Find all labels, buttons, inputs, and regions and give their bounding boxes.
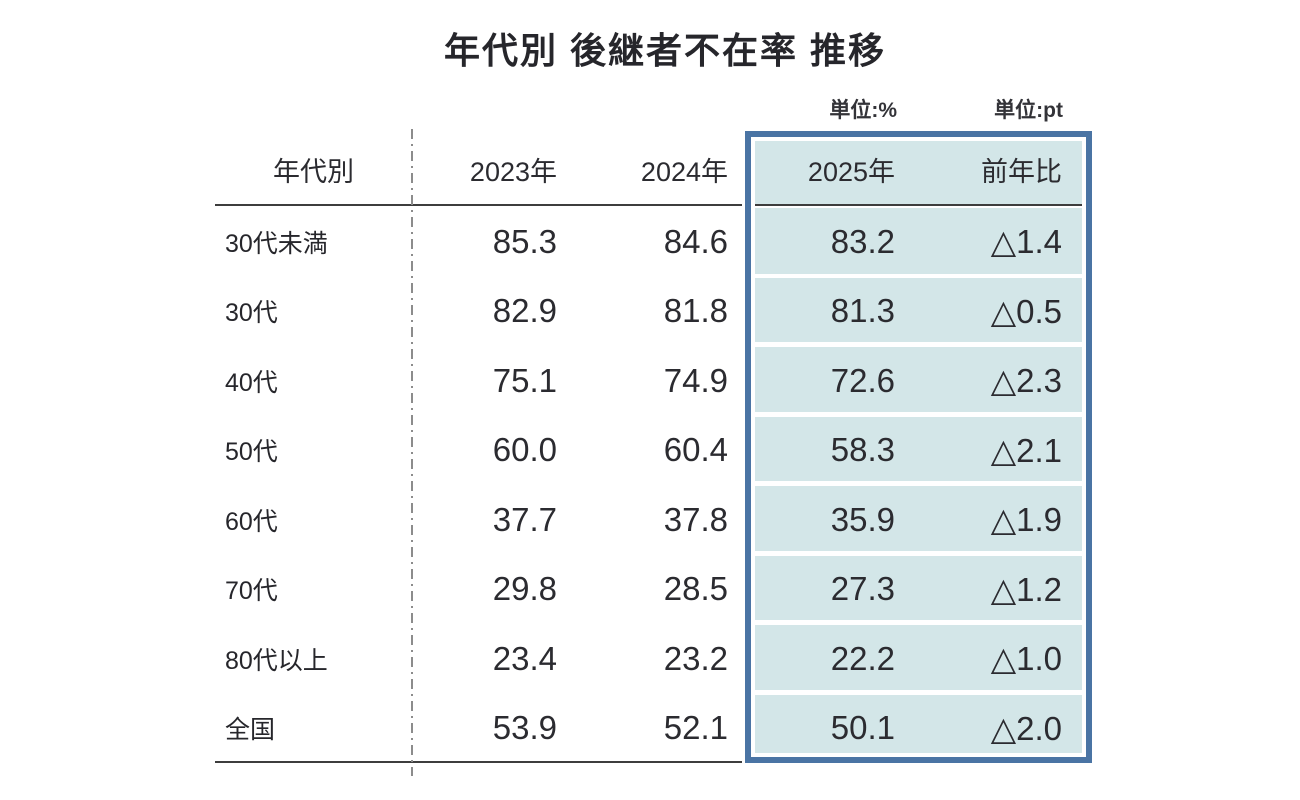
cell-yoy: △2.0 bbox=[990, 709, 1062, 747]
highlight-cell-strip bbox=[755, 417, 1082, 481]
cell-age-label: 60代 bbox=[225, 507, 278, 536]
cell-2024: 81.8 bbox=[663, 292, 728, 330]
cell-age-label: 70代 bbox=[225, 577, 278, 606]
page-title: 年代別 後継者不在率 推移 bbox=[443, 30, 886, 71]
highlight-cell-strip bbox=[755, 695, 1082, 753]
cell-2025: 72.6 bbox=[830, 361, 895, 399]
cell-2024: 23.2 bbox=[663, 639, 728, 677]
header-rule bbox=[755, 204, 1082, 206]
cell-yoy: △2.3 bbox=[990, 362, 1062, 400]
header-2024: 2024年 bbox=[640, 156, 728, 187]
cell-yoy: △1.9 bbox=[990, 501, 1062, 539]
highlight-cell-strip bbox=[755, 556, 1082, 620]
column-divider-dashed bbox=[411, 129, 413, 776]
header-rule bbox=[215, 204, 742, 206]
cell-2024: 52.1 bbox=[663, 709, 728, 747]
table-grid: 年代別 2023年 2024年 2025年 前年比 30代未満 85.3 84.… bbox=[215, 131, 1092, 763]
cell-age-label: 80代以上 bbox=[225, 646, 328, 675]
highlight-cell-strip bbox=[755, 208, 1082, 274]
cell-age-label: 30代 bbox=[225, 299, 278, 328]
cell-yoy: △1.4 bbox=[990, 223, 1062, 261]
highlight-cell-strip bbox=[755, 486, 1082, 551]
cell-age-label: 30代未満 bbox=[225, 229, 328, 258]
cell-2025: 50.1 bbox=[830, 709, 895, 747]
cell-2023: 85.3 bbox=[492, 222, 557, 260]
cell-2024: 28.5 bbox=[663, 570, 728, 608]
highlight-cell-strip bbox=[755, 278, 1082, 342]
cell-age-label: 50代 bbox=[225, 438, 278, 467]
header-2023: 2023年 bbox=[469, 156, 557, 187]
highlight-cell-strip bbox=[755, 141, 1082, 204]
cell-yoy: △1.2 bbox=[990, 570, 1062, 608]
cell-yoy: △1.0 bbox=[990, 640, 1062, 678]
header-yoy: 前年比 bbox=[981, 156, 1062, 187]
cell-2023: 82.9 bbox=[492, 292, 557, 330]
cell-2025: 58.3 bbox=[830, 431, 895, 469]
unit-label-percent: 単位:% bbox=[829, 99, 897, 122]
cell-2024: 60.4 bbox=[663, 431, 728, 469]
highlight-cell-strip bbox=[755, 347, 1082, 412]
cell-2023: 37.7 bbox=[492, 500, 557, 538]
unit-label-point: 単位:pt bbox=[994, 99, 1063, 122]
cell-age-label: 全国 bbox=[225, 716, 276, 745]
bottom-rule bbox=[215, 761, 742, 763]
cell-2023: 23.4 bbox=[492, 639, 557, 677]
cell-2025: 81.3 bbox=[830, 292, 895, 330]
cell-2024: 74.9 bbox=[663, 361, 728, 399]
cell-2025: 83.2 bbox=[830, 222, 895, 260]
cell-2025: 22.2 bbox=[830, 639, 895, 677]
cell-2024: 37.8 bbox=[663, 500, 728, 538]
cell-2023: 29.8 bbox=[492, 570, 557, 608]
cell-2025: 35.9 bbox=[830, 500, 895, 538]
cell-2025: 27.3 bbox=[830, 570, 895, 608]
cell-2024: 84.6 bbox=[663, 222, 728, 260]
cell-yoy: △0.5 bbox=[990, 292, 1062, 330]
header-2025: 2025年 bbox=[807, 156, 895, 187]
cell-age-label: 40代 bbox=[225, 368, 278, 397]
cell-2023: 53.9 bbox=[492, 709, 557, 747]
cell-yoy: △2.1 bbox=[990, 431, 1062, 469]
cell-2023: 60.0 bbox=[492, 431, 557, 469]
highlight-cell-strip bbox=[755, 625, 1082, 690]
header-age-group: 年代別 bbox=[273, 156, 354, 187]
cell-2023: 75.1 bbox=[492, 361, 557, 399]
